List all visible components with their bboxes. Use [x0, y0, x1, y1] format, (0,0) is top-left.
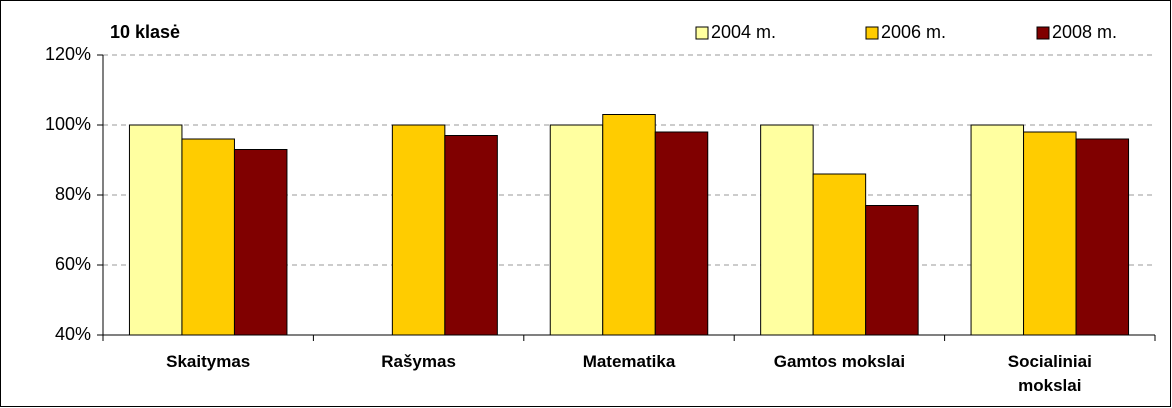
- bar: [128, 124, 183, 336]
- x-tick-label: Skaitymas: [166, 352, 251, 371]
- y-tick-label: 40%: [55, 324, 91, 344]
- bar: [181, 138, 235, 336]
- x-tick-label: Matematika: [582, 352, 676, 371]
- bar: [602, 114, 656, 336]
- x-tick-label: Gamtos mokslai: [773, 352, 906, 371]
- x-tick-label: Rašymas: [381, 352, 456, 371]
- legend-label: 2008 m.: [1052, 22, 1117, 42]
- legend-label: 2006 m.: [881, 22, 946, 42]
- legend-swatch: [695, 26, 709, 40]
- bar: [812, 173, 867, 336]
- legend-swatch: [1036, 26, 1050, 40]
- bar: [760, 124, 814, 336]
- bar: [549, 124, 604, 336]
- legend-swatch: [865, 26, 879, 40]
- bar: [233, 149, 288, 336]
- bar: [654, 131, 709, 336]
- bar: [391, 124, 446, 336]
- bar: [970, 124, 1025, 336]
- bar: [444, 135, 498, 336]
- legend-label: 2004 m.: [711, 22, 776, 42]
- y-tick-label: 100%: [45, 114, 91, 134]
- y-tick-label: 60%: [55, 254, 91, 274]
- bar: [1075, 138, 1130, 336]
- y-tick-label: 80%: [55, 184, 91, 204]
- x-tick-label: Socialiniai mokslai: [1007, 352, 1092, 395]
- chart-title: 10 klasė: [110, 22, 180, 42]
- bar: [1023, 131, 1077, 336]
- y-tick-label: 120%: [45, 44, 91, 64]
- bar: [865, 205, 919, 336]
